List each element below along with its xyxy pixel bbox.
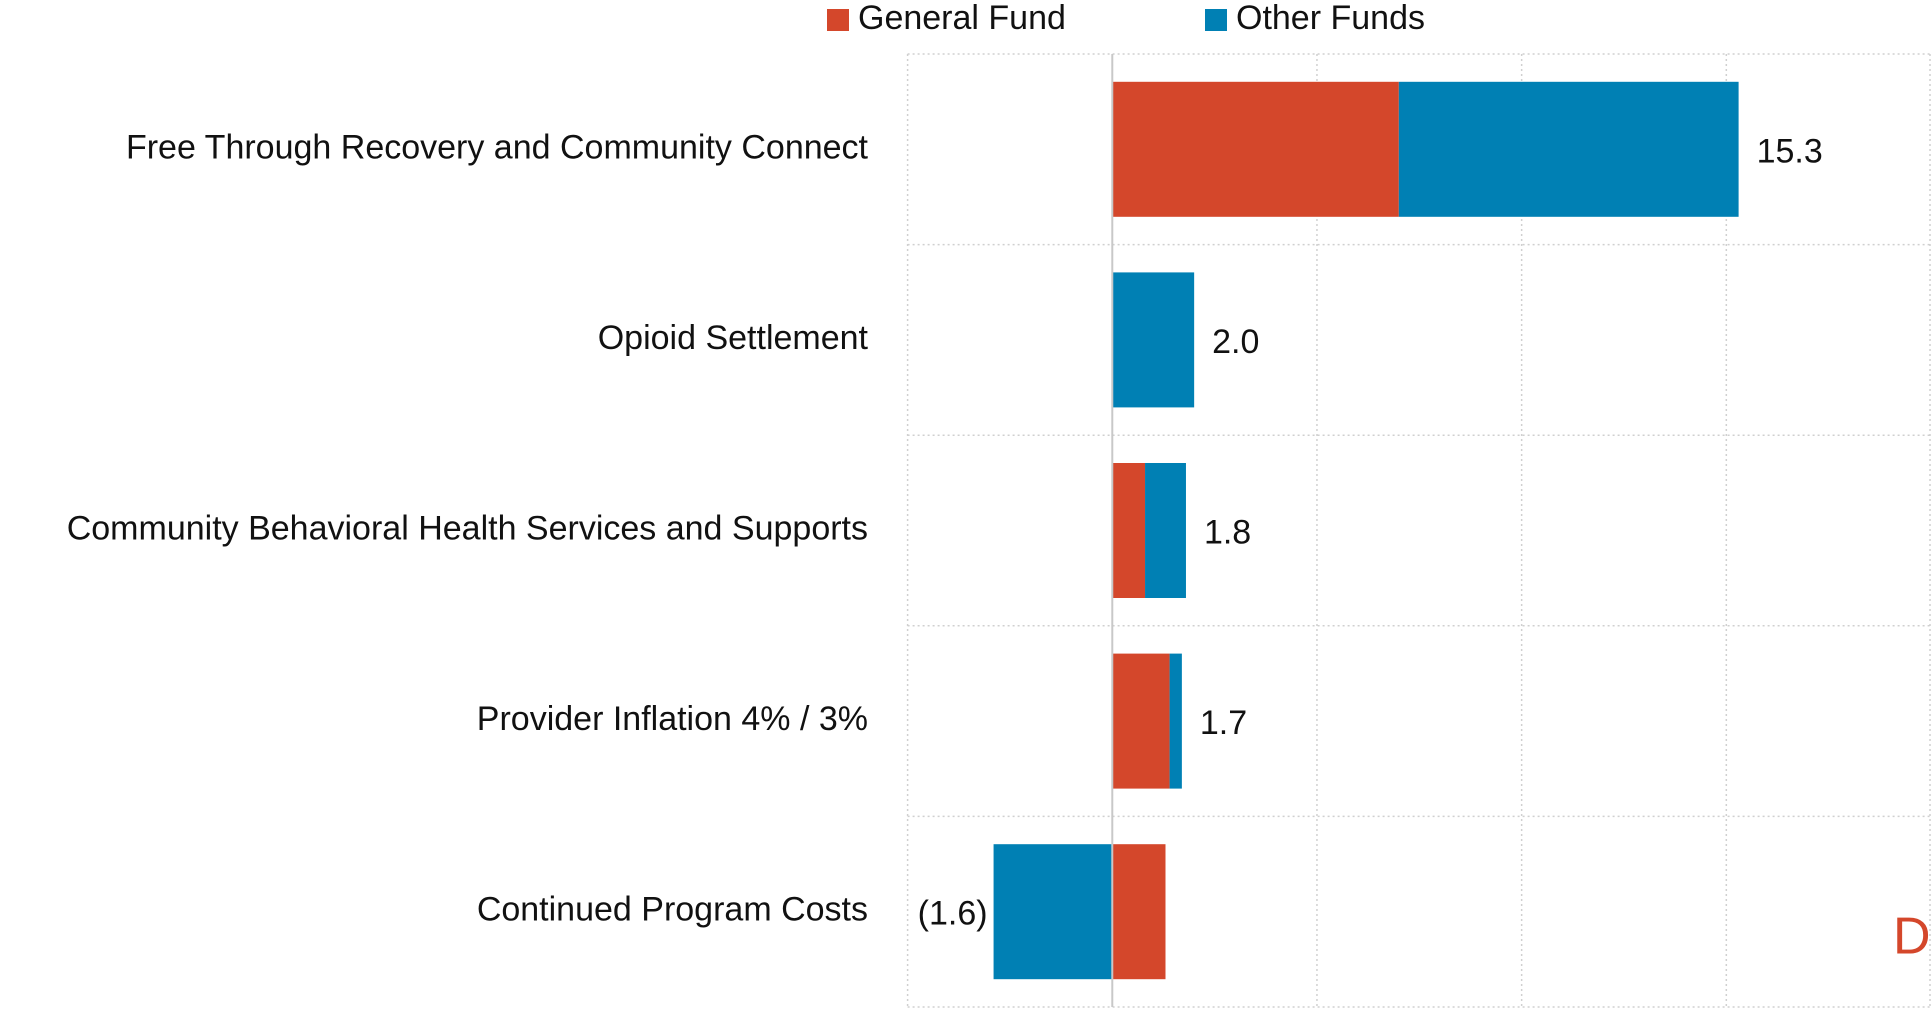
total-label: 1.7 xyxy=(1200,704,1247,742)
watermark: D xyxy=(1893,908,1931,966)
legend-swatch xyxy=(1205,9,1227,31)
total-label: (1.6) xyxy=(918,895,988,933)
total-label: 1.8 xyxy=(1204,513,1251,551)
bar-segment xyxy=(1112,463,1146,598)
legend-label: Other Funds xyxy=(1236,0,1425,37)
legend-swatch xyxy=(827,9,849,31)
bar-segment xyxy=(993,844,1113,980)
bar-segment xyxy=(1112,844,1166,980)
total-label: 2.0 xyxy=(1212,323,1259,361)
category-label: Community Behavioral Health Services and… xyxy=(67,509,868,547)
bar-segment xyxy=(1112,81,1399,217)
bar-segment xyxy=(1112,653,1170,789)
bar-segment xyxy=(1398,81,1739,217)
bar-segment xyxy=(1112,272,1195,408)
legend-label: General Fund xyxy=(858,0,1066,37)
bar-segment xyxy=(1145,463,1186,598)
category-label: Provider Inflation 4% / 3% xyxy=(477,700,868,738)
category-label: Free Through Recovery and Community Conn… xyxy=(126,128,869,166)
bar-segment xyxy=(1169,653,1182,789)
category-label: Continued Program Costs xyxy=(477,891,868,929)
total-label: 15.3 xyxy=(1757,132,1823,170)
category-label: Opioid Settlement xyxy=(598,319,869,357)
